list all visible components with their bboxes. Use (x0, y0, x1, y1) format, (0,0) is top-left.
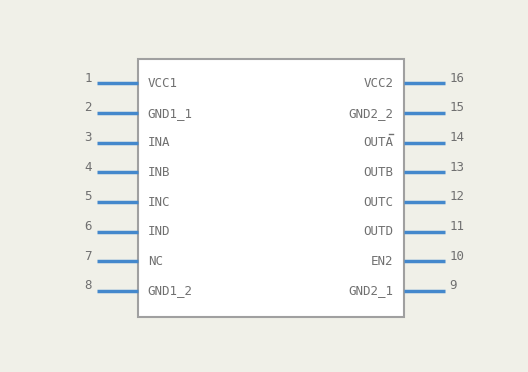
Text: 7: 7 (84, 250, 92, 263)
Text: GND2_1: GND2_1 (348, 285, 393, 298)
Text: GND1_2: GND1_2 (148, 285, 193, 298)
Text: VCC2: VCC2 (363, 77, 393, 90)
Text: GND1_1: GND1_1 (148, 107, 193, 120)
Text: OUTA: OUTA (363, 136, 393, 149)
Text: IND: IND (148, 225, 171, 238)
Text: 5: 5 (84, 190, 92, 203)
Text: 11: 11 (449, 220, 465, 233)
Text: INB: INB (148, 166, 171, 179)
Text: 14: 14 (449, 131, 465, 144)
Text: 9: 9 (449, 279, 457, 292)
Text: INC: INC (148, 196, 171, 209)
Text: INA: INA (148, 136, 171, 149)
Text: 4: 4 (84, 161, 92, 174)
Text: OUTC: OUTC (363, 196, 393, 209)
Text: 2: 2 (84, 102, 92, 115)
Text: 1: 1 (84, 72, 92, 85)
Text: 12: 12 (449, 190, 465, 203)
Text: 15: 15 (449, 102, 465, 115)
Text: 10: 10 (449, 250, 465, 263)
Text: 3: 3 (84, 131, 92, 144)
Text: OUTB: OUTB (363, 166, 393, 179)
Text: OUTD: OUTD (363, 225, 393, 238)
Text: 6: 6 (84, 220, 92, 233)
Text: VCC1: VCC1 (148, 77, 178, 90)
Text: 13: 13 (449, 161, 465, 174)
Text: 16: 16 (449, 72, 465, 85)
Text: GND2_2: GND2_2 (348, 107, 393, 120)
Text: EN2: EN2 (371, 255, 393, 268)
Bar (138, 59, 403, 317)
Text: NC: NC (148, 255, 163, 268)
Text: 8: 8 (84, 279, 92, 292)
